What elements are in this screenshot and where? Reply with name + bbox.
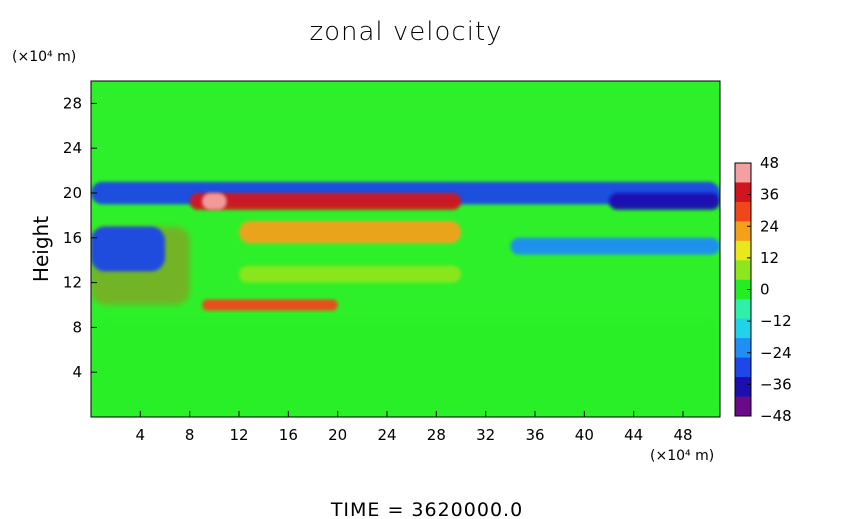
x-tick-label: 24: [377, 426, 396, 444]
colorbar-band: [735, 279, 751, 300]
plot-frame: [90, 80, 721, 418]
y-axis-unit: (×10⁴ m): [12, 49, 76, 65]
colorbar-band: [735, 260, 751, 281]
heatmap-feature: [202, 193, 227, 210]
x-tick-label: 48: [673, 426, 692, 444]
chart-title: zonal velocity: [309, 17, 502, 47]
heatmap-field: [91, 81, 720, 417]
colorbar-band: [735, 201, 751, 222]
heatmap-feature: [91, 226, 165, 272]
colorbar-tick-label: −48: [760, 407, 792, 425]
colorbar-band: [735, 396, 751, 417]
colorbar-tick-label: −36: [760, 375, 792, 393]
y-tick-label: 12: [63, 274, 82, 292]
colorbar-tick-label: 0: [760, 281, 770, 299]
heatmap-feature: [91, 316, 720, 417]
colorbar-tick-label: −12: [760, 312, 792, 330]
x-axis-unit: (×10⁴ m): [650, 448, 714, 464]
x-axis-ticks: 4 8 12 16 20 24 28 32 36 40 44 48: [136, 411, 693, 444]
y-axis-ticks: 4 8 12 16 20 24 28: [63, 94, 97, 381]
x-tick-label: 20: [328, 426, 347, 444]
y-tick-label: 8: [72, 318, 82, 336]
colorbar-band: [735, 318, 751, 339]
heatmap-feature: [609, 193, 720, 210]
y-tick-label: 20: [63, 184, 82, 202]
colorbar-band: [735, 338, 751, 359]
colorbar-tick-label: 12: [760, 249, 779, 267]
colorbar-band: [735, 357, 751, 378]
colorbar-tick-label: 48: [760, 154, 779, 172]
colorbar-band: [735, 299, 751, 320]
x-tick-label: 12: [229, 426, 248, 444]
x-tick-label: 44: [624, 426, 643, 444]
x-tick-label: 16: [279, 426, 298, 444]
colorbar-ticks: 48 36 24 12 0 −12 −24 −36 −48: [747, 154, 792, 425]
heatmap-feature: [189, 193, 461, 210]
heatmap-feature: [202, 299, 338, 311]
x-tick-label: 40: [575, 426, 594, 444]
time-readout: TIME = 3620000.0: [330, 499, 523, 519]
colorbar-band: [735, 182, 751, 203]
x-tick-label: 28: [427, 426, 446, 444]
heatmap-blobs: [91, 181, 720, 417]
colorbar-tick-label: 36: [760, 186, 779, 204]
y-tick-label: 16: [63, 229, 82, 247]
heatmap-feature: [239, 221, 461, 244]
colorbar-bands: [735, 163, 751, 417]
colorbar-band: [735, 163, 751, 183]
y-tick-label: 28: [63, 94, 82, 112]
colorbar-tick-label: 24: [760, 217, 779, 235]
heatmap-feature: [239, 265, 461, 283]
y-tick-label: 24: [63, 139, 82, 157]
colorbar-tick-label: −24: [760, 344, 792, 362]
x-tick-label: 36: [525, 426, 544, 444]
colorbar-band: [735, 221, 751, 242]
x-tick-label: 4: [136, 426, 146, 444]
colorbar-band: [735, 377, 751, 398]
y-tick-label: 4: [72, 363, 82, 381]
x-tick-label: 8: [185, 426, 195, 444]
heatmap-feature: [510, 237, 720, 255]
colorbar-band: [735, 240, 751, 261]
colorbar: 48 36 24 12 0 −12 −24 −36 −48: [734, 154, 792, 425]
y-axis-label: Height: [29, 216, 53, 282]
x-tick-label: 32: [476, 426, 495, 444]
